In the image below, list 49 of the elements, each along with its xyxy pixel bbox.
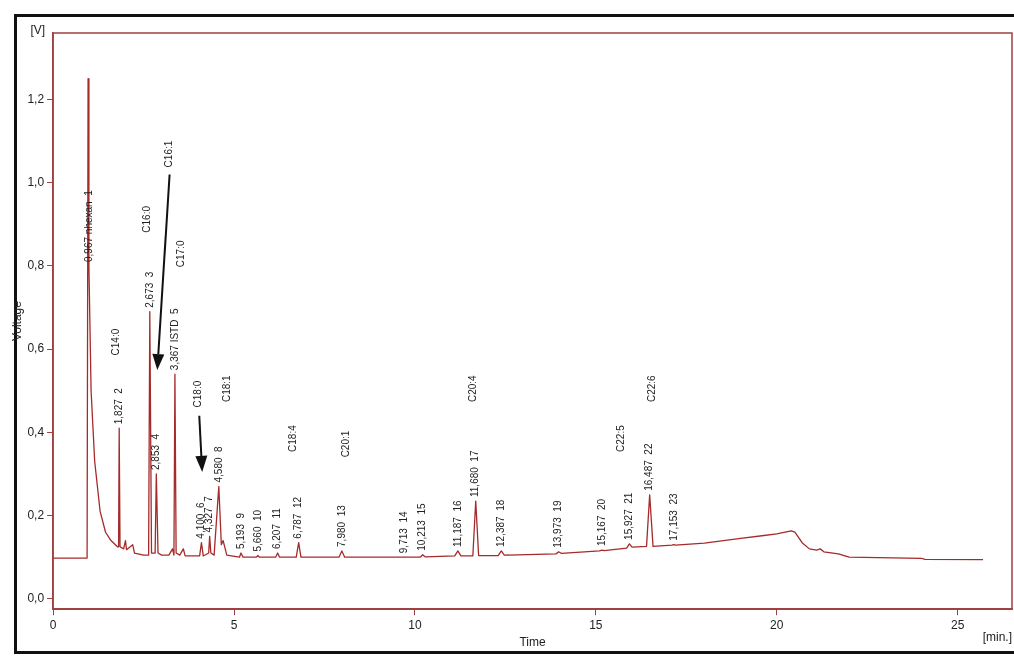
x-axis-title: Time <box>519 635 546 650</box>
annotation: 11,187 16 <box>451 499 463 547</box>
annotation: C16:1 <box>162 140 174 168</box>
x-tick-label: 5 <box>230 617 238 632</box>
annotation: 15,927 21 <box>623 492 635 540</box>
annotation: 10,213 15 <box>416 503 428 551</box>
annotation: 0,967 nhexan 1 <box>82 189 94 262</box>
annotation: 5,660 10 <box>251 509 263 552</box>
annotation: 7,980 13 <box>335 504 347 547</box>
annotation: 4,580 8 <box>212 445 224 483</box>
annotation: 1,827 2 <box>112 387 124 425</box>
annotation: 3,367 ISTD 5 <box>168 308 180 371</box>
annotation: 6,787 12 <box>292 496 304 539</box>
annotation: C20:1 <box>339 430 351 458</box>
y-tick-label: 0,6 <box>27 341 45 356</box>
annotation: 13,973 19 <box>552 500 564 548</box>
x-tick-label: 0 <box>49 617 57 632</box>
annotation: C14:0 <box>109 328 121 356</box>
annotation: 12,387 18 <box>495 499 507 547</box>
y-tick-label: 0,4 <box>27 424 45 439</box>
annotation: C22:5 <box>614 424 626 452</box>
annotation: 6,207 11 <box>271 507 283 550</box>
text: [V] <box>30 23 46 38</box>
x-tick-label: 25 <box>951 617 965 632</box>
annotation: 5,193 9 <box>234 512 246 550</box>
y-tick-label: 0,8 <box>27 258 45 273</box>
y-tick-label: 0,0 <box>27 591 45 606</box>
annotation: C18:1 <box>220 374 232 403</box>
annotation: C18:0 <box>192 380 204 408</box>
x-tick-label: 20 <box>770 617 784 632</box>
annotation: 11,680 17 <box>469 450 481 498</box>
y-tick-label: 0,2 <box>27 507 45 522</box>
annotation: C16:0 <box>141 205 153 233</box>
annotation: 2,673 3 <box>143 271 155 308</box>
annotation: C17:0 <box>174 240 186 268</box>
text: [min.] <box>982 629 1012 644</box>
x-tick-label: 10 <box>408 617 422 632</box>
annotation: 17,153 23 <box>667 493 679 541</box>
y-tick-label: 1,2 <box>27 91 45 106</box>
annotation: 16,487 22 <box>643 443 655 491</box>
y-tick-label: 1,0 <box>27 175 45 190</box>
annotation: C18:4 <box>286 424 298 452</box>
x-tick-label: 15 <box>589 617 603 632</box>
annotation: 2,853 4 <box>150 433 162 470</box>
annotation: 9,713 14 <box>398 511 410 554</box>
y-axis-title: Voltage <box>9 300 24 342</box>
annotation: C20:4 <box>466 374 478 403</box>
annotation: C22:6 <box>645 374 657 403</box>
annotation: 15,167 20 <box>595 498 607 547</box>
